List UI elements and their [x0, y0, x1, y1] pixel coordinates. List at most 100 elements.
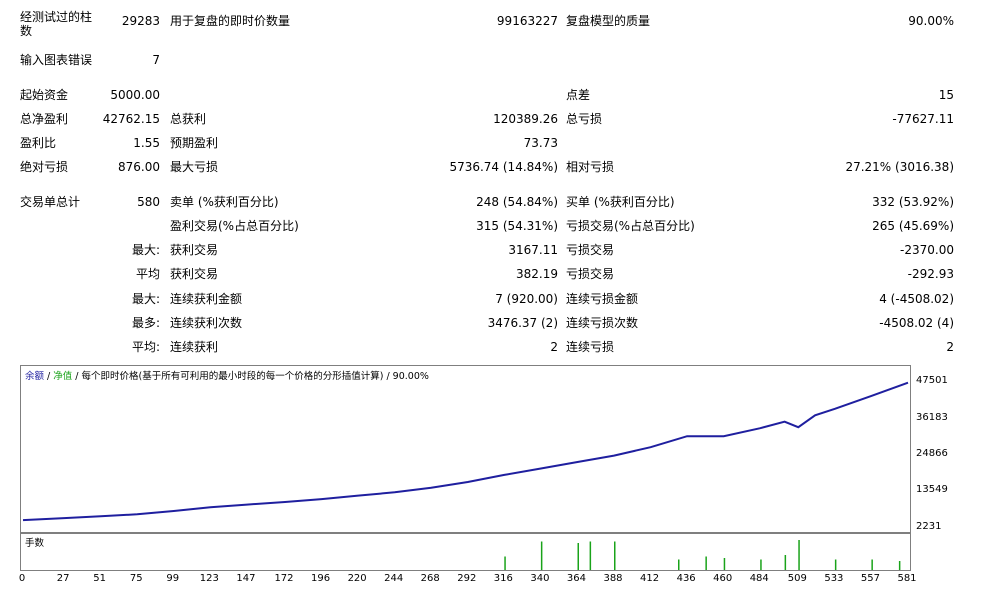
x-tick-label: 460: [713, 573, 733, 584]
maximal-prefix: 最多:: [131, 316, 160, 330]
legend-equity: 净值: [53, 371, 73, 382]
expected-payoff-value: 73.73: [523, 136, 558, 150]
x-tick-label: 220: [347, 573, 367, 584]
lots-bar: [504, 556, 506, 570]
lots-bar: [760, 559, 762, 570]
largest-prefix: 最大:: [131, 243, 160, 257]
total-trades-label: 交易单总计: [20, 195, 81, 209]
modeling-quality-value: 90.00%: [908, 14, 954, 28]
lots-bar: [678, 559, 680, 570]
x-tick-label: 581: [897, 573, 917, 584]
lots-bar: [798, 540, 800, 570]
x-tick-label: 533: [824, 573, 844, 584]
x-tick-label: 147: [236, 573, 256, 584]
mismatched-errors-label: 输入图表错误: [20, 53, 93, 67]
x-tick-label: 27: [56, 573, 70, 584]
max-consecutive-losses-value: 4 (-4508.02): [879, 292, 954, 306]
maximum-prefix: 最大:: [131, 292, 160, 306]
x-tick-label: 99: [166, 573, 180, 584]
absolute-drawdown-label: 绝对亏损: [20, 160, 69, 174]
lots-panel: 手数: [20, 533, 911, 571]
bars-tested-value: 29283: [121, 14, 160, 28]
short-positions-label: 卖单 (%获利百分比): [170, 195, 279, 209]
x-tick-label: 412: [640, 573, 660, 584]
loss-trades-value: 265 (45.69%): [872, 219, 954, 233]
average-loss-value: -292.93: [907, 267, 954, 281]
average-loss-label: 亏损交易: [566, 267, 615, 281]
lots-bar: [784, 555, 787, 570]
x-tick-label: 316: [493, 573, 513, 584]
lots-svg: [504, 540, 901, 570]
legend-description: / 每个即时价格(基于所有可利用的最小时段的每一个价格的分形插值计算) / 90…: [72, 371, 429, 382]
mismatched-errors-value: 7: [152, 53, 160, 67]
y-tick-label: 24866: [916, 448, 948, 459]
long-positions-label: 买单 (%获利百分比): [566, 195, 675, 209]
x-tick-label: 51: [93, 573, 107, 584]
maximal-drawdown-label: 最大亏损: [170, 160, 219, 174]
average-profit-value: 382.19: [516, 267, 558, 281]
legend-balance: 余额: [25, 371, 45, 382]
gross-loss-label: 总亏损: [566, 112, 603, 126]
long-positions-value: 332 (53.92%): [872, 195, 954, 209]
maximal-consecutive-profit-value: 3476.37 (2): [487, 316, 558, 330]
largest-profit-value: 3167.11: [508, 243, 558, 257]
lots-bar: [723, 558, 726, 570]
balance-line: [22, 381, 909, 522]
average-consecutive-wins-value: 2: [550, 340, 558, 354]
average-profit-label: 获利交易: [170, 267, 219, 281]
lots-bar: [589, 541, 592, 570]
y-tick-label: 2231: [916, 521, 942, 532]
spread-label: 点差: [566, 88, 591, 102]
gross-profit-label: 总获利: [170, 112, 207, 126]
average-consecutive-wins-label: 连续获利: [170, 340, 219, 354]
profit-factor-value: 1.55: [133, 136, 160, 150]
ticks-modeled-label: 用于复盘的即时价数量: [170, 14, 291, 28]
average-consecutive-losses-label: 连续亏损: [566, 340, 615, 354]
maximal-consecutive-loss-label: 连续亏损次数: [566, 316, 639, 330]
lots-bar: [577, 543, 579, 570]
net-profit-value: 42762.15: [102, 112, 160, 126]
maximal-consecutive-profit-label: 连续获利次数: [170, 316, 243, 330]
relative-drawdown-value: 27.21% (3016.38): [845, 160, 954, 174]
lots-bar: [871, 559, 873, 570]
balance-chart: 余额 / 净值 / 每个即时价格(基于所有可利用的最小时段的每一个价格的分形插值…: [20, 365, 911, 533]
y-tick-label: 36183: [916, 411, 948, 423]
average-consecutive-losses-value: 2: [946, 340, 954, 354]
x-tick-label: 123: [199, 573, 219, 584]
expected-payoff-label: 预期盈利: [170, 136, 219, 150]
initial-deposit-value: 5000.00: [110, 88, 160, 102]
y-tick-label: 47501: [916, 375, 948, 386]
y-tick-label: 13549: [916, 484, 948, 496]
average-consecutive-prefix: 平均:: [131, 340, 160, 354]
largest-loss-label: 亏损交易: [566, 243, 615, 257]
profit-trades-label: 盈利交易(%占总百分比): [170, 219, 299, 233]
lots-bar: [834, 559, 837, 570]
total-trades-value: 580: [137, 195, 160, 209]
x-tick-label: 172: [274, 573, 294, 584]
profit-trades-value: 315 (54.31%): [476, 219, 558, 233]
largest-profit-label: 获利交易: [170, 243, 219, 257]
largest-loss-value: -2370.00: [900, 243, 954, 257]
x-tick-label: 557: [860, 573, 880, 584]
initial-deposit-label: 起始资金: [20, 88, 69, 102]
ticks-modeled-value: 99163227: [496, 14, 558, 28]
lots-panel-title: 手数: [25, 538, 45, 549]
profit-factor-label: 盈利比: [20, 136, 57, 150]
lots-bar: [705, 556, 707, 570]
absolute-drawdown-value: 876.00: [118, 160, 160, 174]
maximal-drawdown-value: 5736.74 (14.84%): [449, 160, 558, 174]
lots-bar: [540, 541, 543, 570]
gross-loss-value: -77627.11: [892, 112, 954, 126]
x-tick-label: 388: [603, 573, 623, 584]
max-consecutive-wins-label: 连续获利金额: [170, 292, 243, 306]
net-profit-label: 总净盈利: [20, 112, 69, 126]
bars-tested-label: 经测试过的柱 数: [20, 10, 93, 38]
x-tick-label: 364: [566, 573, 586, 584]
x-tick-label: 340: [530, 573, 550, 584]
x-tick-label: 75: [129, 573, 143, 584]
chart-legend: 余额 / 净值 / 每个即时价格(基于所有可利用的最小时段的每一个价格的分形插值…: [25, 368, 429, 382]
x-tick-label: 292: [457, 573, 477, 584]
balance-chart-svg: [22, 381, 909, 522]
legend-separator: /: [44, 371, 54, 382]
max-consecutive-wins-value: 7 (920.00): [495, 292, 558, 306]
